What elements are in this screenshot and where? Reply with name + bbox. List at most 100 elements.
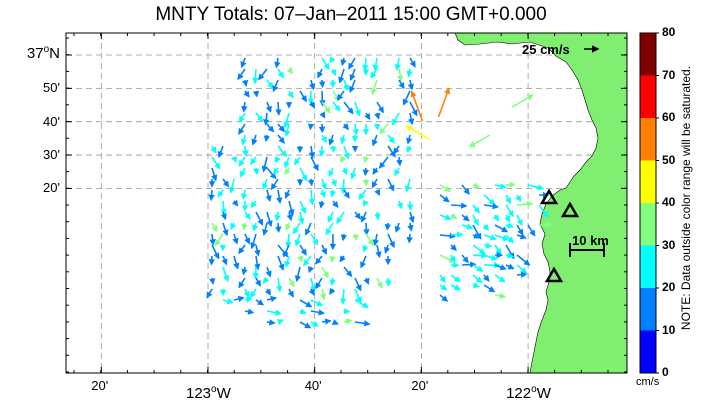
current-vector xyxy=(237,68,246,81)
current-vector xyxy=(307,123,315,131)
current-vector xyxy=(286,67,294,75)
current-vector xyxy=(406,233,413,244)
current-vector xyxy=(211,167,218,182)
current-vector xyxy=(494,274,506,283)
current-vector xyxy=(397,68,404,83)
current-vector xyxy=(308,288,315,296)
current-vector xyxy=(294,233,301,247)
current-vector xyxy=(241,101,248,113)
current-vector xyxy=(505,252,515,259)
current-vector xyxy=(472,264,484,272)
radar-site-marker xyxy=(560,201,580,218)
current-vector xyxy=(406,68,413,78)
current-vector xyxy=(308,189,316,206)
current-vector xyxy=(222,266,230,283)
current-vector xyxy=(516,214,523,227)
current-vector xyxy=(299,200,307,214)
colorbar-tick-label: 70 xyxy=(662,67,676,82)
current-vector xyxy=(396,200,403,210)
current-vector xyxy=(363,222,370,236)
current-vector xyxy=(354,288,362,304)
current-vector xyxy=(240,57,247,69)
current-vector xyxy=(315,255,323,265)
current-vector xyxy=(321,244,327,255)
colorbar-tick-label: 40 xyxy=(662,195,676,209)
current-vector xyxy=(262,276,270,284)
current-vector xyxy=(287,90,294,99)
current-vector xyxy=(252,68,259,85)
current-vector xyxy=(252,167,260,176)
current-vector xyxy=(238,112,246,123)
current-vector xyxy=(340,288,347,305)
current-vector xyxy=(308,145,316,159)
current-vector xyxy=(249,288,257,298)
current-vector xyxy=(343,318,353,325)
current-vector xyxy=(287,288,294,298)
current-vector xyxy=(318,200,325,209)
current-vector xyxy=(231,199,239,207)
current-vector xyxy=(437,87,451,118)
current-vector xyxy=(348,57,356,70)
current-vector xyxy=(354,211,362,220)
current-vector xyxy=(241,189,248,200)
colorbar-segment xyxy=(640,245,656,288)
longitude-label: 40' xyxy=(304,378,322,393)
current-vector xyxy=(262,222,269,236)
current-vector xyxy=(375,244,382,259)
current-vector xyxy=(472,204,480,214)
current-vector xyxy=(483,274,490,282)
latitude-label: 30' xyxy=(43,147,60,163)
current-vector xyxy=(284,255,291,268)
longitude-label: 20' xyxy=(411,378,429,393)
current-vector xyxy=(472,232,481,239)
plot-frame xyxy=(65,32,628,374)
current-vector xyxy=(384,222,392,231)
current-vector xyxy=(439,232,456,240)
current-vector xyxy=(258,68,268,81)
current-vector xyxy=(318,145,325,158)
current-vector xyxy=(243,90,250,98)
current-vector xyxy=(394,222,401,233)
current-vector xyxy=(371,178,378,189)
current-vector xyxy=(494,234,510,241)
current-vector xyxy=(329,255,336,263)
colorbar-segment xyxy=(640,160,656,203)
current-vector xyxy=(352,123,359,136)
current-vector xyxy=(410,90,424,122)
current-vector xyxy=(254,277,261,287)
current-vector xyxy=(276,189,283,205)
current-vector xyxy=(450,202,468,209)
current-vector xyxy=(261,156,268,173)
current-vector xyxy=(214,233,224,247)
current-vector xyxy=(461,184,470,195)
longitude-label: 122oW xyxy=(506,384,551,402)
current-vector xyxy=(329,189,336,198)
current-vector xyxy=(251,134,258,146)
colorbar-tick-label: 60 xyxy=(662,110,676,124)
current-vector xyxy=(374,211,381,221)
current-vector xyxy=(371,134,378,147)
current-vector xyxy=(349,68,356,81)
current-vector xyxy=(241,266,248,276)
current-vector xyxy=(228,178,236,194)
current-vector xyxy=(270,178,279,191)
current-vector xyxy=(409,101,418,117)
current-vector xyxy=(250,233,257,250)
current-vector xyxy=(238,123,246,135)
current-vector xyxy=(450,212,458,220)
current-vector xyxy=(362,167,369,177)
current-vector xyxy=(483,242,493,249)
current-vector xyxy=(379,123,389,135)
coastline-land xyxy=(454,33,627,373)
current-vector xyxy=(404,178,411,193)
current-vector xyxy=(277,134,285,144)
current-vector xyxy=(406,145,413,153)
colorbar-segment xyxy=(640,330,656,373)
current-vector xyxy=(374,112,381,120)
current-vector xyxy=(331,319,340,326)
current-vector xyxy=(364,112,371,121)
current-vector xyxy=(232,233,239,245)
current-vector xyxy=(275,101,282,116)
current-vector xyxy=(310,320,319,327)
current-vector xyxy=(439,194,450,203)
